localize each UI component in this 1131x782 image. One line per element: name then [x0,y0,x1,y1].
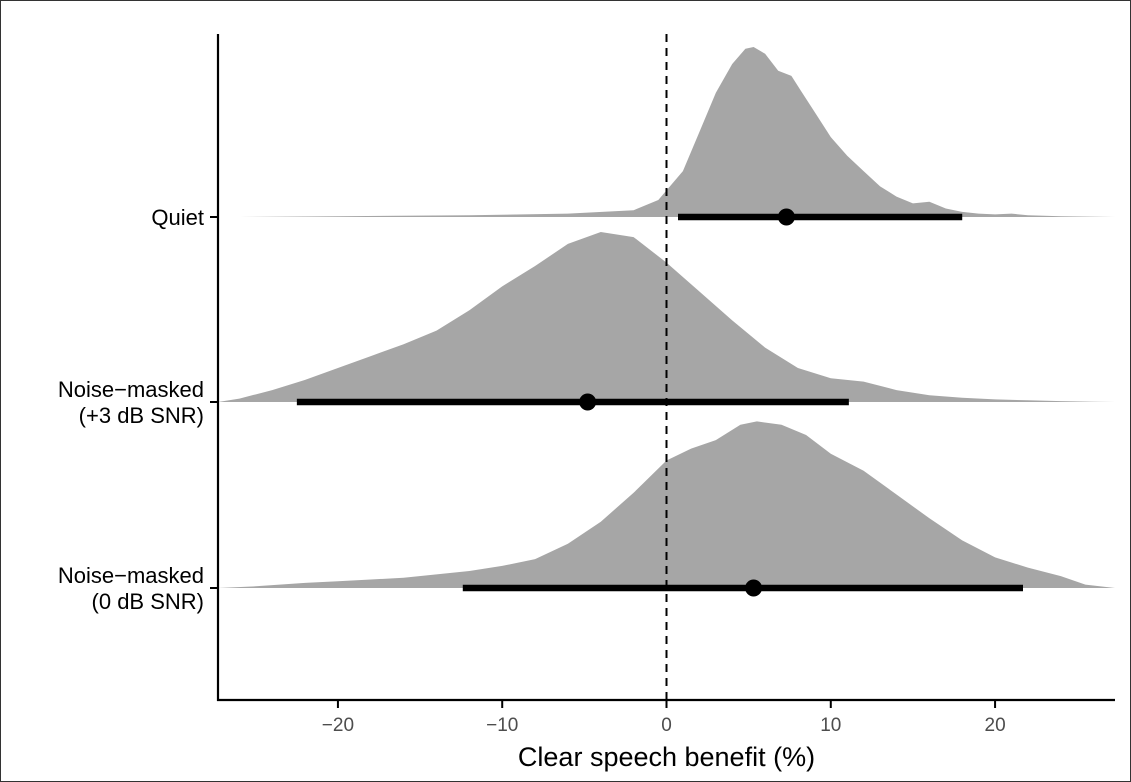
x-tick-label-1: −10 [486,715,518,736]
y-axis-ticks: Quiet Noise−masked (+3 dB SNR) Noise−masked… [58,205,218,614]
x-tick-label-0: −20 [322,715,354,736]
density-2 [218,421,1115,588]
y-tick-label-0: Quiet [151,205,204,230]
point-estimate-0 [777,208,795,226]
x-tick-label-4: 20 [985,715,1006,736]
density-0 [239,47,1115,217]
point-estimate-1 [579,393,597,411]
x-axis-ticks: −20 −10 0 10 20 [322,700,1006,736]
x-tick-label-2: 0 [661,715,672,736]
point-estimate-2 [745,579,763,597]
x-tick-label-3: 10 [820,715,841,736]
interval-layer [296,208,1023,597]
x-axis-title: Clear speech benefit (%) [518,742,815,772]
y-tick-label-2: Noise−masked (0 dB SNR) [58,563,204,614]
y-tick-label-1: Noise−masked (+3 dB SNR) [58,377,204,428]
